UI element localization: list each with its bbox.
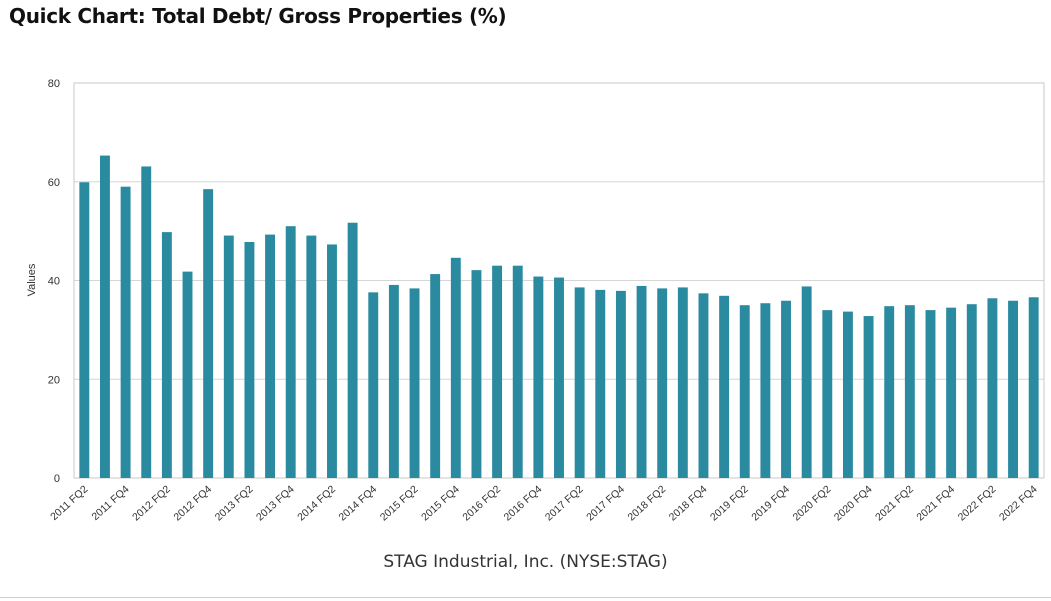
bar[interactable]: 2018 FQ2: 38.4 [657,288,668,478]
bar[interactable]: 2018 FQ4: 37.4 [698,293,709,478]
x-tick-label: 2019 FQ2 [708,483,751,523]
bar[interactable]: 2017 FQ4: 37.9 [615,290,626,478]
bar[interactable]: 2017 FQ2: 38.6 [574,287,585,478]
bar[interactable]: 2015 FQ1: 39.1 [388,284,399,478]
bar[interactable]: 2011 FQ4: 59 [120,186,131,478]
x-tick-label: 2016 FQ4 [502,483,545,523]
bottom-divider [0,597,1051,598]
x-tick-label: 2022 FQ2 [956,483,999,523]
bar[interactable]: 2020 FQ4: 32.8 [863,316,874,478]
x-tick-label: 2022 FQ4 [997,483,1040,523]
bar[interactable]: 2013 FQ4: 51 [285,226,296,478]
bar[interactable]: 2013 FQ1: 49.1 [223,235,234,478]
x-tick-label: 2014 FQ2 [295,483,338,523]
chart-title: Quick Chart: Total Debt/ Gross Propertie… [9,4,507,28]
y-tick-label: 40 [48,276,60,288]
bar[interactable]: 2012 FQ4: 58.5 [203,189,214,478]
y-tick-label: 0 [54,473,60,485]
x-tick-label: 2016 FQ2 [460,483,503,523]
bar[interactable]: 2019 FQ3: 35.4 [760,303,771,478]
bar[interactable]: 2015 FQ4: 44.6 [450,257,461,478]
bar[interactable]: 2011 FQ3: 65.3 [100,155,110,479]
bar[interactable]: 2021 FQ3: 34 [925,310,936,478]
bar[interactable]: 2017 FQ3: 38.1 [595,289,606,478]
bar[interactable]: 2014 FQ1: 49.1 [306,235,317,478]
x-tick-label: 2011 FQ4 [89,483,131,523]
x-tick-label: 2011 FQ2 [48,483,90,523]
x-tick-label: 2017 FQ4 [584,483,627,523]
y-tick-label: 20 [48,374,60,386]
bar[interactable]: 2012 FQ2: 49.8 [161,232,172,478]
bar[interactable]: 2018 FQ3: 38.6 [677,287,688,478]
y-axis-ticks: 0 20 40 60 80 [48,78,60,485]
bar[interactable]: 2016 FQ4: 40.8 [533,276,544,478]
chart-subtitle: STAG Industrial, Inc. (NYSE:STAG) [383,552,668,572]
bar[interactable]: 2018 FQ1: 38.9 [636,285,647,478]
bar[interactable]: 2019 FQ1: 36.9 [719,295,730,478]
x-tick-label: 2013 FQ4 [254,483,297,523]
bar[interactable]: 2016 FQ3: 43 [512,265,523,478]
x-tick-label: 2012 FQ4 [171,483,214,523]
y-axis-label: Values [26,263,38,296]
bar[interactable]: 2017 FQ1: 40.6 [554,277,564,478]
bar[interactable]: 2012 FQ3: 41.8 [182,271,193,478]
bar[interactable]: 2020 FQ1: 38.8 [801,286,812,478]
bar[interactable]: 2022 FQ4: 36.6 [1028,297,1039,478]
bar[interactable]: 2020 FQ3: 33.7 [842,311,853,478]
x-tick-label: 2015 FQ4 [419,483,462,523]
bar[interactable]: 2016 FQ1: 42.1 [471,270,482,478]
bar[interactable]: 2016 FQ2: 43 [492,265,503,478]
bar[interactable]: 2014 FQ2: 47.3 [327,244,337,478]
bar[interactable]: 2014 FQ3: 51.7 [347,222,358,478]
bar-chart: 2011 FQ2: 59.9 2011 FQ3: 65.3 2011 FQ4: 59… [26,78,1045,523]
x-tick-label: 2014 FQ4 [337,483,380,523]
bar[interactable]: 2022 FQ2: 36.4 [987,298,998,478]
x-tick-label: 2020 FQ4 [832,483,875,523]
bar[interactable]: 2019 FQ4: 35.9 [781,300,791,478]
x-tick-label: 2012 FQ2 [130,483,173,523]
x-tick-label: 2021 FQ4 [914,483,957,523]
bar[interactable]: 2022 FQ3: 35.9 [1008,300,1018,478]
bar[interactable]: 2015 FQ2: 38.4 [409,288,420,478]
bar[interactable]: 2021 FQ1: 34.8 [884,306,895,478]
bar[interactable]: 2022 FQ1: 35.2 [966,304,977,478]
x-tick-label: 2021 FQ2 [873,483,916,523]
bar[interactable]: 2021 FQ2: 35 [904,305,915,478]
bar[interactable]: 2021 FQ4: 34.5 [946,307,957,478]
x-tick-label: 2013 FQ2 [213,483,256,523]
y-tick-label: 80 [48,78,60,90]
bar[interactable]: 2013 FQ2: 47.8 [244,241,255,478]
bar[interactable]: 2015 FQ3: 41.3 [430,274,441,478]
bar[interactable]: 2014 FQ4: 37.6 [368,292,379,478]
bar[interactable]: 2013 FQ3: 49.3 [265,234,276,478]
bar[interactable]: 2020 FQ2: 34 [822,310,833,478]
bar[interactable]: 2011 FQ2: 59.9 [79,182,90,478]
bars-layer: 2011 FQ2: 59.9 2011 FQ3: 65.3 2011 FQ4: 59… [79,155,1039,479]
x-tick-label: 2017 FQ2 [543,483,586,523]
x-tick-label: 2019 FQ4 [749,483,792,523]
x-tick-label: 2018 FQ2 [625,483,668,523]
bar[interactable]: 2012 FQ1: 63.1 [141,166,152,478]
x-tick-label: 2018 FQ4 [667,483,710,523]
x-tick-label: 2020 FQ2 [791,483,834,523]
bar[interactable]: 2019 FQ2: 35 [739,305,750,478]
x-tick-label: 2015 FQ2 [378,483,421,523]
y-tick-label: 60 [48,177,60,189]
